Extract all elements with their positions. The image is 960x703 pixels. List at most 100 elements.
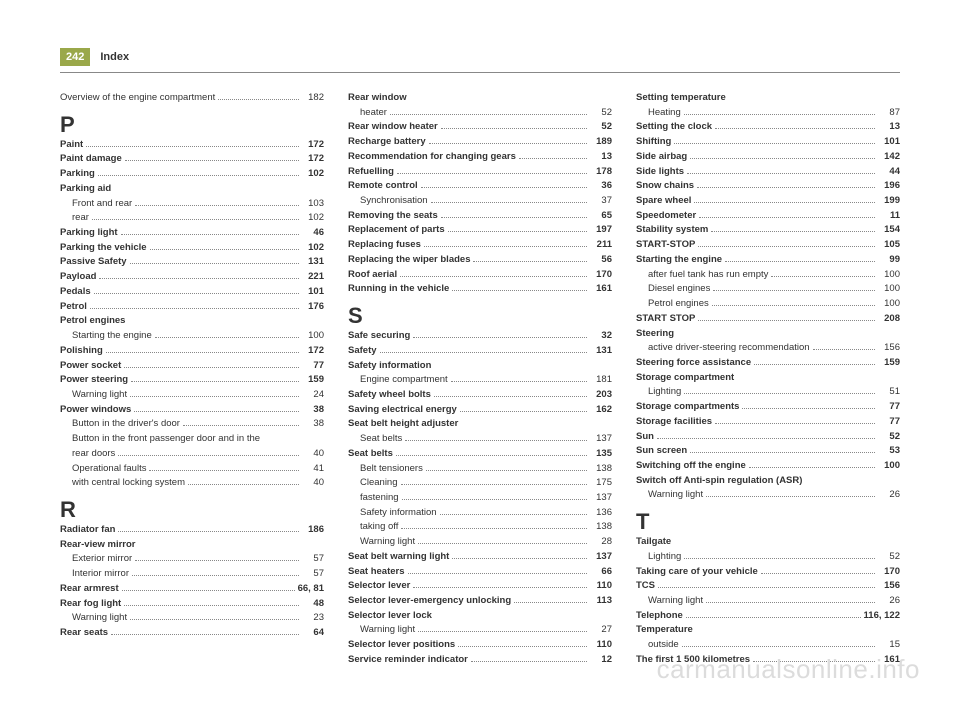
entry-page: 137 xyxy=(590,491,612,506)
entry-leader-dots xyxy=(94,293,299,294)
entry-leader-dots xyxy=(471,661,587,662)
entry-page: 46 xyxy=(302,226,324,241)
entry-leader-dots xyxy=(682,646,875,647)
index-entry: Button in the driver's door38 xyxy=(60,417,324,432)
entry-page: 40 xyxy=(302,447,324,462)
entry-leader-dots xyxy=(686,617,861,618)
entry-page: 102 xyxy=(302,241,324,256)
entry-page: 172 xyxy=(302,344,324,359)
entry-page: 159 xyxy=(302,373,324,388)
entry-leader-dots xyxy=(99,278,299,279)
entry-leader-dots xyxy=(188,484,299,485)
entry-page: 37 xyxy=(590,194,612,209)
entry-leader-dots xyxy=(92,219,299,220)
entry-leader-dots xyxy=(742,408,875,409)
index-entry: Paint damage172 xyxy=(60,152,324,167)
entry-page: 52 xyxy=(590,120,612,135)
entry-label: Safety xyxy=(348,344,377,359)
entry-leader-dots xyxy=(429,143,587,144)
index-entry: Replacing the wiper blades56 xyxy=(348,253,612,268)
entry-leader-dots xyxy=(698,320,875,321)
entry-page: 156 xyxy=(878,341,900,356)
entry-page: 100 xyxy=(878,268,900,283)
index-entry: Rear seats64 xyxy=(60,626,324,641)
index-entry: Steering force assistance159 xyxy=(636,356,900,371)
entry-label: Warning light xyxy=(360,623,415,638)
entry-label: Storage compartment xyxy=(636,371,734,386)
entry-label: Storage compartments xyxy=(636,400,739,415)
index-entry: Telephone116, 122 xyxy=(636,609,900,624)
entry-label: Removing the seats xyxy=(348,209,438,224)
entry-label: Synchronisation xyxy=(360,194,428,209)
entry-page: 13 xyxy=(590,150,612,165)
entry-leader-dots xyxy=(514,602,587,603)
entry-label: Recommendation for changing gears xyxy=(348,150,516,165)
index-entry: Pedals 101 xyxy=(60,285,324,300)
entry-page: 36 xyxy=(590,179,612,194)
index-entry: Petrol176 xyxy=(60,300,324,315)
entry-page: 100 xyxy=(878,459,900,474)
index-entry: Warning light24 xyxy=(60,388,324,403)
index-entry: Replacement of parts197 xyxy=(348,223,612,238)
entry-leader-dots xyxy=(441,128,587,129)
entry-label: Rear window heater xyxy=(348,120,438,135)
index-entry: Seat heaters66 xyxy=(348,565,612,580)
entry-leader-dots xyxy=(713,290,875,291)
entry-leader-dots xyxy=(725,261,875,262)
entry-label: START STOP xyxy=(636,312,695,327)
entry-page: 53 xyxy=(878,444,900,459)
entry-leader-dots xyxy=(711,231,875,232)
index-entry: START STOP208 xyxy=(636,312,900,327)
entry-leader-dots xyxy=(98,175,299,176)
entry-leader-dots xyxy=(684,393,875,394)
index-entry: Interior mirror57 xyxy=(60,567,324,582)
entry-page: 196 xyxy=(878,179,900,194)
entry-label: Saving electrical energy xyxy=(348,403,457,418)
index-entry: Storage facilities77 xyxy=(636,415,900,430)
entry-label: Power steering xyxy=(60,373,128,388)
entry-page: 138 xyxy=(590,520,612,535)
entry-page: 101 xyxy=(302,285,324,300)
index-entry: after fuel tank has run empty100 xyxy=(636,268,900,283)
entry-label: Starting the engine xyxy=(636,253,722,268)
entry-label: Exterior mirror xyxy=(72,552,132,567)
entry-leader-dots xyxy=(149,470,299,471)
entry-leader-dots xyxy=(715,128,875,129)
entry-label: Overview of the engine compartment xyxy=(60,91,215,106)
entry-leader-dots xyxy=(90,308,299,309)
entry-leader-dots xyxy=(401,528,587,529)
index-entry: Starting the engine99 xyxy=(636,253,900,268)
entry-page: 142 xyxy=(878,150,900,165)
entry-page: 57 xyxy=(302,552,324,567)
index-entry: Diesel engines100 xyxy=(636,282,900,297)
entry-label: Parking xyxy=(60,167,95,182)
index-entry: Snow chains196 xyxy=(636,179,900,194)
entry-label: Seat belts xyxy=(348,447,393,462)
entry-label: Warning light xyxy=(360,535,415,550)
entry-page: 100 xyxy=(878,297,900,312)
entry-label: Polishing xyxy=(60,344,103,359)
index-entry: Setting temperature xyxy=(636,91,900,106)
index-entry: Shifting101 xyxy=(636,135,900,150)
index-entry: Seat belt height adjuster xyxy=(348,417,612,432)
entry-leader-dots xyxy=(715,423,875,424)
entry-page: 102 xyxy=(302,211,324,226)
entry-page: 56 xyxy=(590,253,612,268)
entry-leader-dots xyxy=(122,590,295,591)
entry-page: 131 xyxy=(302,255,324,270)
entry-page: 48 xyxy=(302,597,324,612)
entry-leader-dots xyxy=(405,440,587,441)
entry-leader-dots xyxy=(183,425,299,426)
index-entry: Sun screen53 xyxy=(636,444,900,459)
index-entry: Parking light46 xyxy=(60,226,324,241)
entry-label: Service reminder indicator xyxy=(348,653,468,668)
entry-label: Setting temperature xyxy=(636,91,726,106)
entry-page: 100 xyxy=(302,329,324,344)
index-entry: Petrol engines100 xyxy=(636,297,900,312)
entry-leader-dots xyxy=(150,249,299,250)
entry-leader-dots xyxy=(421,187,587,188)
entry-leader-dots xyxy=(426,470,587,471)
entry-leader-dots xyxy=(131,381,299,382)
index-entry: Parking the vehicle102 xyxy=(60,241,324,256)
entry-label: Pedals xyxy=(60,285,91,300)
